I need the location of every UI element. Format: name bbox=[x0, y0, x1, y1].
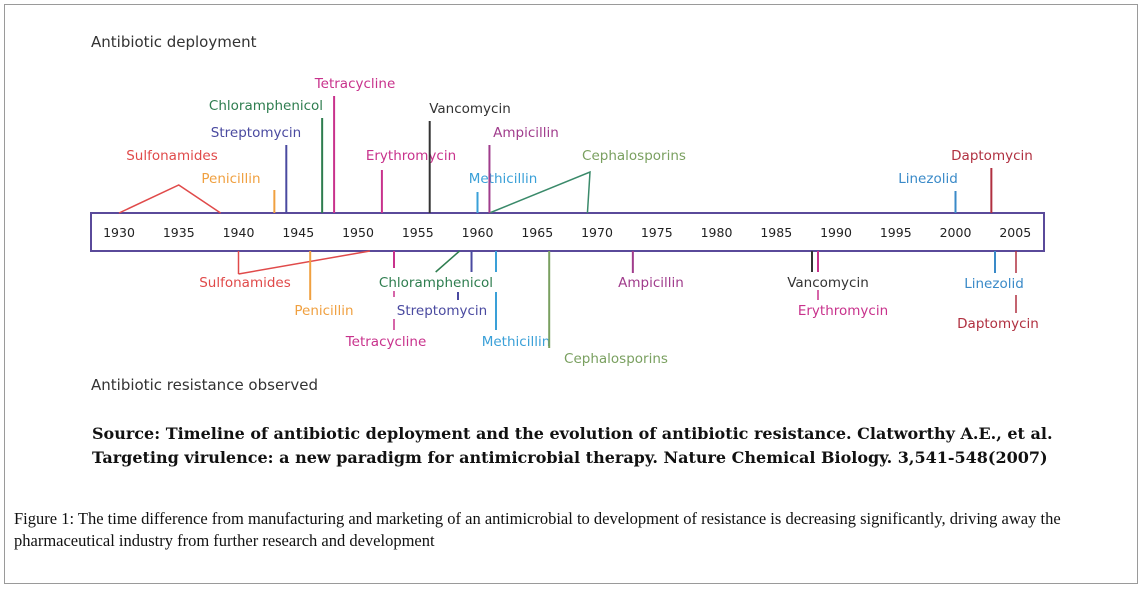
figure-caption: Figure 1: The time difference from manuf… bbox=[14, 508, 1134, 552]
resistance-connector-sulfonamides bbox=[238, 250, 371, 275]
deployment-label-streptomycin: Streptomycin bbox=[211, 125, 301, 141]
source-line-1: Source: Timeline of antibiotic deploymen… bbox=[92, 424, 1053, 443]
figure-frame bbox=[4, 4, 1138, 584]
axis-year-1970: 1970 bbox=[581, 225, 613, 240]
deployment-label-sulfonamides: Sulfonamides bbox=[126, 148, 218, 164]
resistance-label-tetracycline: Tetracycline bbox=[345, 334, 427, 350]
axis-year-1975: 1975 bbox=[641, 225, 673, 240]
deployment-label-methicillin: Methicillin bbox=[469, 171, 538, 187]
source-line-2: Targeting virulence: a new paradigm for … bbox=[92, 448, 1048, 467]
axis-year-1950: 1950 bbox=[342, 225, 374, 240]
axis-year-1965: 1965 bbox=[521, 225, 553, 240]
resistance-label-daptomycin: Daptomycin bbox=[957, 316, 1039, 332]
resistance-label-ampicillin: Ampicillin bbox=[618, 275, 684, 291]
axis-year-1985: 1985 bbox=[760, 225, 792, 240]
resistance-label-methicillin: Methicillin bbox=[482, 334, 551, 350]
timeline-diagram: 1930 1935 1940 1945 1950 1955 1960 1965 1970 1975… bbox=[90, 76, 1045, 367]
timeline-axis-box bbox=[90, 212, 1045, 252]
axis-year-1955: 1955 bbox=[402, 225, 434, 240]
axis-year-1945: 1945 bbox=[282, 225, 314, 240]
deployment-connector-sulfonamides bbox=[118, 184, 221, 214]
deployment-label-ampicillin: Ampicillin bbox=[493, 125, 559, 141]
resistance-label-cephalosporins: Cephalosporins bbox=[564, 351, 668, 367]
resistance-label-sulfonamides: Sulfonamides bbox=[199, 275, 291, 291]
deployment-label-cephalosporins: Cephalosporins bbox=[582, 148, 686, 164]
resistance-title: Antibiotic resistance observed bbox=[91, 376, 318, 394]
figure-label: Figure 1: bbox=[14, 509, 75, 528]
axis-year-1930: 1930 bbox=[103, 225, 135, 240]
axis-year-2005: 2005 bbox=[999, 225, 1031, 240]
axis-year-1980: 1980 bbox=[701, 225, 733, 240]
source-citation: Source: Timeline of antibiotic deploymen… bbox=[92, 422, 1053, 470]
resistance-label-streptomycin: Streptomycin bbox=[397, 303, 487, 319]
resistance-label-chloramphenicol: Chloramphenicol bbox=[379, 275, 493, 291]
deployment-label-erythromycin: Erythromycin bbox=[366, 148, 456, 164]
resistance-label-erythromycin: Erythromycin bbox=[798, 303, 888, 319]
axis-year-1995: 1995 bbox=[880, 225, 912, 240]
resistance-label-vancomycin: Vancomycin bbox=[787, 275, 869, 291]
deployment-label-chloramphenicol: Chloramphenicol bbox=[209, 98, 323, 114]
deployment-label-linezolid: Linezolid bbox=[898, 171, 958, 187]
resistance-label-penicillin: Penicillin bbox=[294, 303, 353, 319]
deployment-connector-cephalosporins bbox=[489, 170, 591, 214]
axis-year-2000: 2000 bbox=[940, 225, 972, 240]
deployment-label-penicillin: Penicillin bbox=[201, 171, 260, 187]
axis-year-1990: 1990 bbox=[820, 225, 852, 240]
figure-caption-text: The time difference from manufacturing a… bbox=[14, 509, 1061, 550]
resistance-label-linezolid: Linezolid bbox=[964, 276, 1024, 292]
axis-year-1960: 1960 bbox=[462, 225, 494, 240]
deployment-label-tetracycline: Tetracycline bbox=[314, 76, 396, 92]
axis-year-1940: 1940 bbox=[223, 225, 255, 240]
deployment-label-daptomycin: Daptomycin bbox=[951, 148, 1033, 164]
resistance-mark-chloramphenicol bbox=[435, 250, 461, 273]
deployment-label-vancomycin: Vancomycin bbox=[429, 101, 511, 117]
axis-year-1935: 1935 bbox=[163, 225, 195, 240]
deployment-title: Antibiotic deployment bbox=[91, 33, 257, 51]
